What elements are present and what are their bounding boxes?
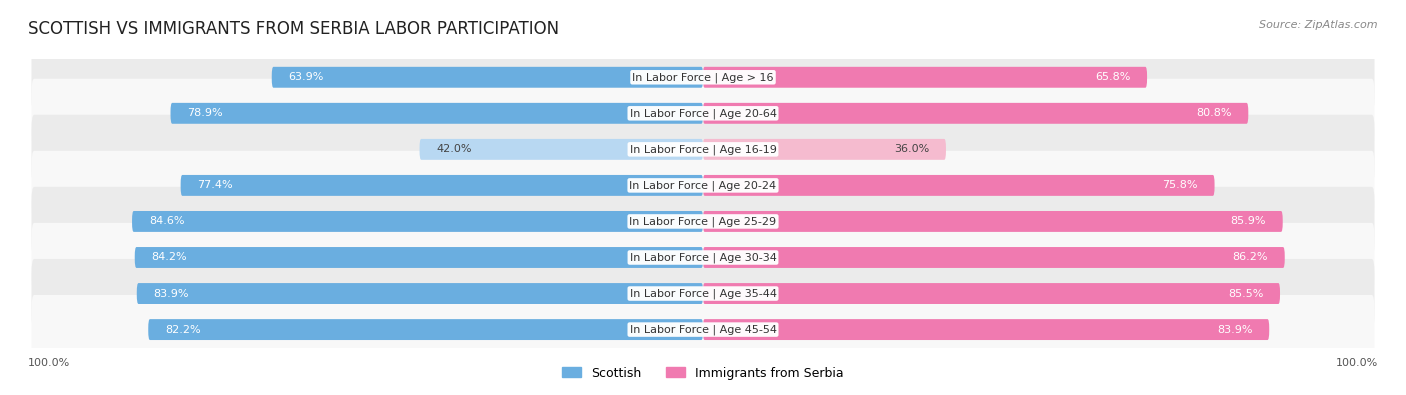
FancyBboxPatch shape (31, 295, 1375, 364)
Text: In Labor Force | Age 20-24: In Labor Force | Age 20-24 (630, 180, 776, 191)
FancyBboxPatch shape (703, 67, 1147, 88)
FancyBboxPatch shape (31, 151, 1375, 220)
Text: In Labor Force | Age 20-64: In Labor Force | Age 20-64 (630, 108, 776, 118)
Text: 36.0%: 36.0% (894, 144, 929, 154)
Text: 84.6%: 84.6% (149, 216, 184, 226)
Text: SCOTTISH VS IMMIGRANTS FROM SERBIA LABOR PARTICIPATION: SCOTTISH VS IMMIGRANTS FROM SERBIA LABOR… (28, 20, 560, 38)
FancyBboxPatch shape (703, 319, 1270, 340)
FancyBboxPatch shape (31, 259, 1375, 328)
FancyBboxPatch shape (703, 103, 1249, 124)
Text: 85.5%: 85.5% (1227, 288, 1263, 299)
FancyBboxPatch shape (31, 43, 1375, 112)
Text: 75.8%: 75.8% (1163, 181, 1198, 190)
Text: 80.8%: 80.8% (1197, 108, 1232, 118)
FancyBboxPatch shape (31, 79, 1375, 148)
Text: 85.9%: 85.9% (1230, 216, 1265, 226)
FancyBboxPatch shape (31, 187, 1375, 256)
Text: In Labor Force | Age 35-44: In Labor Force | Age 35-44 (630, 288, 776, 299)
FancyBboxPatch shape (703, 211, 1282, 232)
Text: In Labor Force | Age 30-34: In Labor Force | Age 30-34 (630, 252, 776, 263)
Text: In Labor Force | Age 25-29: In Labor Force | Age 25-29 (630, 216, 776, 227)
Text: 65.8%: 65.8% (1095, 72, 1130, 82)
Text: Source: ZipAtlas.com: Source: ZipAtlas.com (1260, 20, 1378, 30)
FancyBboxPatch shape (31, 115, 1375, 184)
FancyBboxPatch shape (703, 247, 1285, 268)
FancyBboxPatch shape (419, 139, 703, 160)
FancyBboxPatch shape (271, 67, 703, 88)
FancyBboxPatch shape (180, 175, 703, 196)
FancyBboxPatch shape (148, 319, 703, 340)
FancyBboxPatch shape (31, 223, 1375, 292)
Text: In Labor Force | Age 16-19: In Labor Force | Age 16-19 (630, 144, 776, 154)
Text: 86.2%: 86.2% (1233, 252, 1268, 263)
Text: 83.9%: 83.9% (153, 288, 190, 299)
Text: 84.2%: 84.2% (152, 252, 187, 263)
Text: 83.9%: 83.9% (1216, 325, 1253, 335)
FancyBboxPatch shape (703, 139, 946, 160)
FancyBboxPatch shape (136, 283, 703, 304)
Text: In Labor Force | Age 45-54: In Labor Force | Age 45-54 (630, 324, 776, 335)
Legend: Scottish, Immigrants from Serbia: Scottish, Immigrants from Serbia (557, 361, 849, 385)
Text: 77.4%: 77.4% (197, 181, 233, 190)
Text: 100.0%: 100.0% (1336, 358, 1378, 369)
Text: 78.9%: 78.9% (187, 108, 224, 118)
Text: 42.0%: 42.0% (436, 144, 472, 154)
Text: 82.2%: 82.2% (165, 325, 201, 335)
Text: 63.9%: 63.9% (288, 72, 323, 82)
FancyBboxPatch shape (703, 175, 1215, 196)
FancyBboxPatch shape (703, 283, 1279, 304)
FancyBboxPatch shape (135, 247, 703, 268)
FancyBboxPatch shape (170, 103, 703, 124)
Text: 100.0%: 100.0% (28, 358, 70, 369)
Text: In Labor Force | Age > 16: In Labor Force | Age > 16 (633, 72, 773, 83)
FancyBboxPatch shape (132, 211, 703, 232)
